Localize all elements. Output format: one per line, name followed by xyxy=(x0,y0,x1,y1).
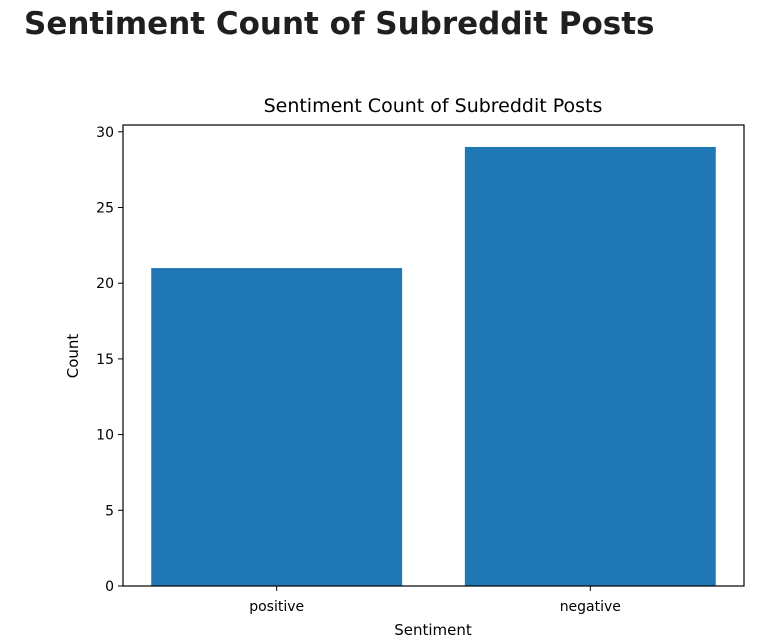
y-axis: 0 5 10 15 20 25 30 xyxy=(96,125,123,595)
x-tick-label-positive: positive xyxy=(249,599,304,615)
x-tick-label-negative: negative xyxy=(560,599,621,615)
x-axis: positive negative xyxy=(249,586,621,615)
bars-layer xyxy=(151,147,716,586)
y-tick-label: 5 xyxy=(105,503,114,519)
bar-positive xyxy=(151,268,402,586)
chart-title: Sentiment Count of Subreddit Posts xyxy=(264,95,603,117)
y-tick-label: 0 xyxy=(105,579,114,595)
y-tick-label: 30 xyxy=(96,125,114,141)
bar-negative xyxy=(465,147,716,586)
y-axis-label: Count xyxy=(64,334,82,379)
y-tick-label: 20 xyxy=(96,276,114,292)
y-tick-label: 10 xyxy=(96,428,114,444)
y-tick-label: 15 xyxy=(96,352,114,368)
y-tick-label: 25 xyxy=(96,201,114,217)
x-axis-label: Sentiment xyxy=(394,621,472,639)
